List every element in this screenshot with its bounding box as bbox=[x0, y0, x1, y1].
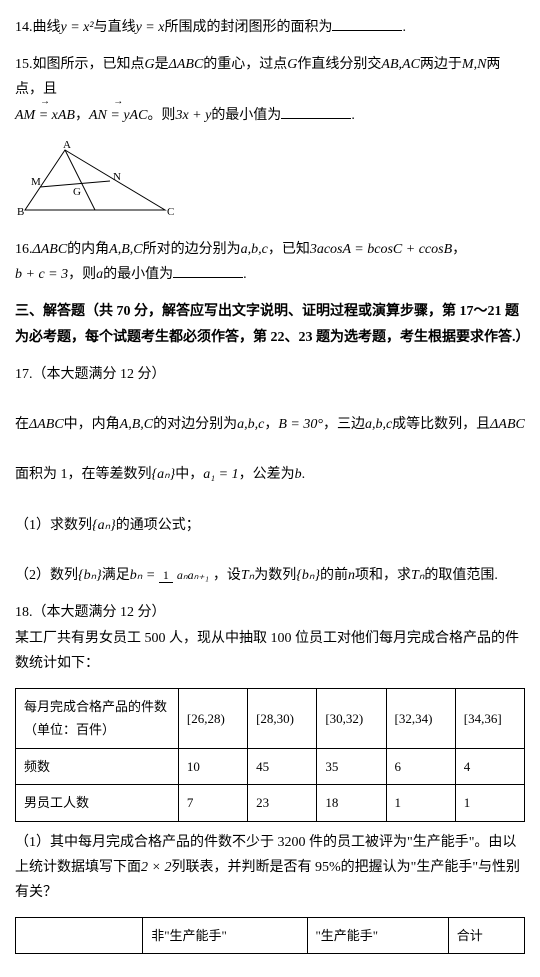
blank-16[interactable] bbox=[173, 277, 243, 278]
section-3-header: 三、解答题（共 70 分，解答应写出文字说明、证明过程或演算步骤，第 17～21… bbox=[15, 299, 525, 349]
blank-15[interactable] bbox=[281, 118, 351, 119]
table-2: 非"生产能手""生产能手"合计 bbox=[15, 917, 525, 954]
q18: 18.（本大题满分 12 分） 某工厂共有男女员工 500 人，现从中抽取 10… bbox=[15, 600, 525, 676]
svg-text:A: A bbox=[63, 140, 71, 151]
q16: 16.ΔABC的内角A,B,C所对的边分别为a,b,c，已知3acosA = b… bbox=[15, 237, 525, 287]
svg-text:N: N bbox=[113, 171, 121, 183]
svg-text:M: M bbox=[31, 176, 41, 188]
q15: 15.如图所示，已知点G是ΔABC的重心，过点G作直线分别交AB,AC两边于M,… bbox=[15, 52, 525, 128]
blank-14[interactable] bbox=[332, 30, 402, 31]
q14: 14.曲线y = x²与直线y = x所围成的封闭图形的面积为. bbox=[15, 15, 525, 40]
svg-text:B: B bbox=[17, 206, 24, 218]
vec-an: AN = yAC bbox=[89, 103, 147, 128]
svg-text:C: C bbox=[167, 206, 174, 218]
table-1: 每月完成合格产品的件数（单位：百件）[26,28)[28,30)[30,32)[… bbox=[15, 688, 525, 822]
svg-text:G: G bbox=[73, 186, 81, 198]
vec-am: AM = xAB bbox=[15, 103, 75, 128]
triangle-diagram: A B C M N G bbox=[15, 140, 525, 229]
q17: 17.（本大题满分 12 分） 在ΔABC中，内角A,B,C的对边分别为a,b,… bbox=[15, 362, 525, 589]
q18-p1: （1）其中每月完成合格产品的件数不少于 3200 件的员工被评为"生产能手"。由… bbox=[15, 830, 525, 906]
